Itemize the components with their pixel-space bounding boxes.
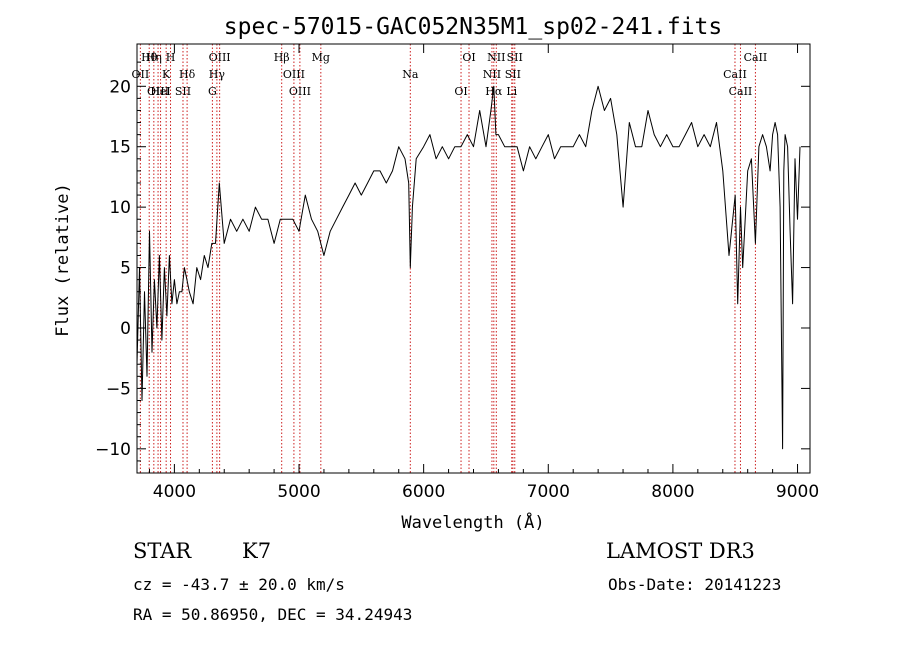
line-label-11: G (208, 85, 217, 98)
line-label-24: SII (507, 51, 523, 64)
line-label-6: H (166, 51, 176, 64)
object-class: STAR (133, 539, 192, 563)
line-label-12: Hβ (274, 51, 290, 64)
x-tick-label-8000: 8000 (651, 482, 694, 502)
obs-date: Obs-Date: 20141223 (608, 575, 782, 594)
line-label-23: Li (506, 85, 517, 98)
line-label-13: OIII (283, 68, 305, 81)
y-tick-label--10: −10 (95, 440, 131, 460)
line-label-9: OIII (209, 51, 231, 64)
x-axis-label: Wavelength (Å) (401, 511, 544, 533)
y-tick-label-0: 0 (120, 319, 131, 339)
line-label-21: NII (487, 51, 505, 64)
velocity-readout: cz = -43.7 ± 20.0 km/s (133, 575, 345, 594)
x-tick-label-7000: 7000 (527, 482, 570, 502)
y-tick-label-20: 20 (109, 77, 131, 97)
line-label-8: SII (175, 85, 191, 98)
line-label-25: CaII (723, 68, 747, 81)
line-label-26: CaII (729, 85, 753, 98)
line-label-10: Hγ (209, 68, 226, 81)
line-label-20: Hα (485, 85, 503, 98)
object-subclass: K7 (242, 539, 272, 563)
line-label-4: K (162, 68, 171, 81)
coordinates: RA = 50.86950, DEC = 34.24943 (133, 605, 413, 624)
x-tick-label-4000: 4000 (153, 482, 196, 502)
line-label-22: SII (505, 68, 521, 81)
chart-title: spec-57015-GAC052N35M1_sp02-241.fits (224, 14, 723, 40)
line-label-0: Hθ (141, 51, 158, 64)
x-tick-label-9000: 9000 (776, 482, 819, 502)
line-label-17: OI (454, 85, 467, 98)
line-label-14: OIII (289, 85, 311, 98)
spectrum-series-line (136, 85, 801, 450)
survey-name: LAMOST DR3 (606, 539, 755, 563)
line-label-27: CaII (744, 51, 768, 64)
line-label-7: Hδ (179, 68, 196, 81)
y-tick-label-10: 10 (109, 198, 131, 218)
line-label-5: HeI (150, 85, 170, 98)
x-tick-label-6000: 6000 (402, 482, 445, 502)
x-tick-label-5000: 5000 (277, 482, 320, 502)
line-label-16: Na (402, 68, 419, 81)
line-label-19: NII (483, 68, 501, 81)
line-label-1: OII (132, 68, 150, 81)
line-label-2: OIII (147, 85, 169, 98)
plot-frame (136, 43, 811, 474)
line-label-18: OI (462, 51, 475, 64)
line-label-3: Hη (146, 51, 162, 64)
y-tick-label-5: 5 (120, 259, 131, 279)
y-tick-label-15: 15 (109, 138, 131, 158)
y-tick-label--5: −5 (106, 379, 131, 399)
y-axis-label: Flux (relative) (53, 183, 73, 337)
line-label-15: Mg (312, 51, 330, 64)
